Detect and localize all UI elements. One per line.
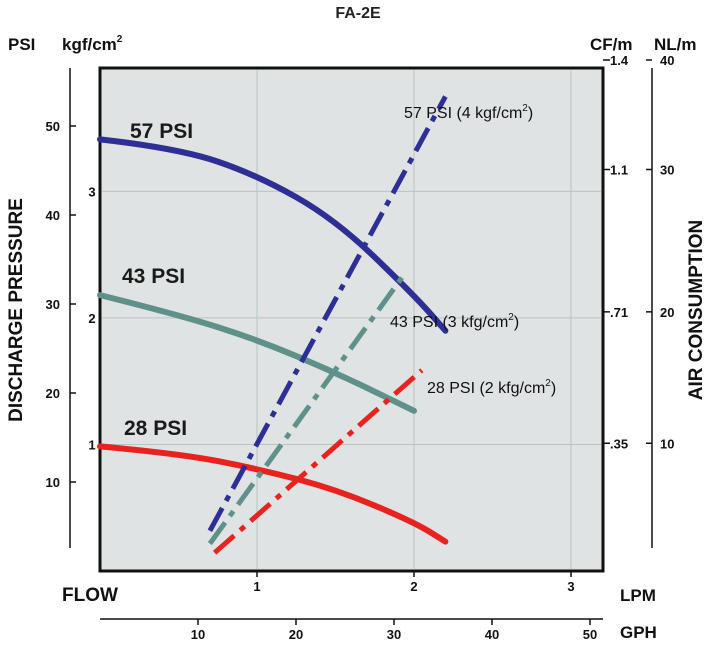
left-axis-title: DISCHARGE PRESSURE (6, 198, 27, 422)
kgf-tick-3: 3 (88, 184, 95, 199)
grid-lines (102, 70, 601, 569)
ticks-layer: 1 2 3 1 2 3 10 20 30 40 50 .35 .71 1.1 1.4 10 20 30 40 10 20… (46, 53, 675, 642)
air-label-3: 57 PSI (4 kgf/cm2) (404, 103, 533, 122)
cfm-tick-.35: .35 (610, 436, 628, 451)
air-line-4 (207, 270, 409, 546)
gph-tick-40: 40 (485, 627, 499, 642)
kgf-tick-1: 1 (88, 437, 95, 452)
cfm-tick-1.4: 1.4 (610, 53, 629, 68)
kgf-unit-label: kgf/cm2 (62, 34, 123, 54)
chart-title: FA-2E (335, 5, 381, 22)
gph-tick-30: 30 (387, 627, 401, 642)
cfm-unit-label: CF/m (590, 35, 633, 54)
air-line-3 (207, 95, 448, 533)
series-layer: 57 PSI 43 PSI 28 PSI 57 PSI (4 kgf/cm2) 43 P… (97, 95, 556, 555)
nlm-tick-30: 30 (660, 163, 674, 178)
lpm-tick-3: 3 (567, 579, 574, 594)
nlm-tick-10: 10 (660, 436, 674, 451)
lpm-tick-1: 1 (253, 579, 260, 594)
gph-tick-20: 20 (289, 627, 303, 642)
plot-frame (98, 66, 605, 573)
pressure-curve-57-psi (97, 136, 449, 334)
gph-unit-label: GPH (620, 623, 657, 642)
gph-tick-50: 50 (583, 627, 597, 642)
gph-tick-10: 10 (191, 627, 205, 642)
psi-tick-30: 30 (46, 297, 60, 312)
lpm-tick-2: 2 (410, 579, 417, 594)
cfm-tick-1.1: 1.1 (610, 163, 628, 178)
right-axis-title: AIR CONSUMPTION (686, 220, 707, 401)
air-label-5: 28 PSI (2 kfg/cm2) (427, 378, 556, 397)
psi-tick-20: 20 (46, 386, 60, 401)
pressure-label-43-psi: 43 PSI (122, 265, 185, 288)
pressure-label-28-psi: 28 PSI (124, 417, 187, 440)
air-label-4: 43 PSI (3 kfg/cm2) (390, 312, 519, 331)
psi-tick-10: 10 (46, 475, 60, 490)
psi-unit-label: PSI (8, 35, 35, 54)
psi-tick-40: 40 (46, 208, 60, 223)
pressure-label-57-psi: 57 PSI (130, 120, 193, 143)
cfm-tick-.71: .71 (610, 305, 628, 320)
air-line-5 (212, 368, 424, 555)
kgf-unit-sup: 2 (117, 34, 123, 45)
pressure-curve-43-psi (97, 292, 417, 414)
kgf-tick-2: 2 (88, 311, 95, 326)
psi-tick-50: 50 (46, 119, 60, 134)
kgf-unit-text: kgf/cm (62, 35, 117, 54)
nlm-tick-20: 20 (660, 305, 674, 320)
x-axis-title: FLOW (62, 585, 118, 606)
nlm-unit-label: NL/m (654, 35, 697, 54)
nlm-tick-40: 40 (660, 53, 674, 68)
lpm-unit-label: LPM (620, 586, 656, 605)
